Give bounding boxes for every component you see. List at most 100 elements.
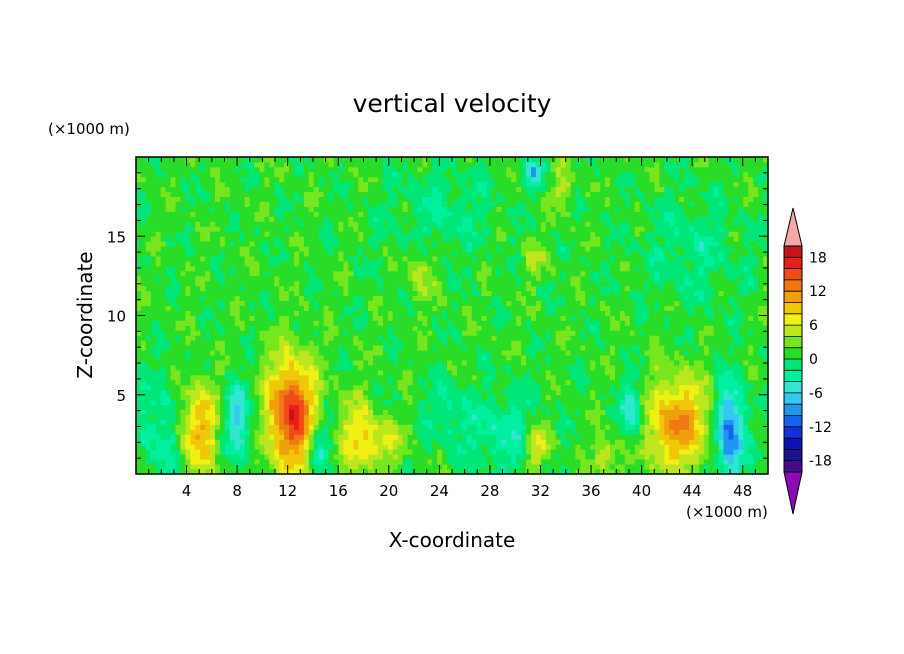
contour-cell xyxy=(442,464,448,470)
contour-cell xyxy=(165,374,171,381)
contour-cell xyxy=(348,464,354,470)
contour-cell xyxy=(743,320,749,326)
contour-cell xyxy=(170,360,176,366)
contour-cell xyxy=(353,459,359,465)
contour-cell xyxy=(412,419,418,425)
contour-cell xyxy=(417,469,423,475)
contour-cell xyxy=(249,429,255,435)
contour-cell xyxy=(195,330,201,336)
contour-cell xyxy=(437,355,443,361)
contour-cell xyxy=(195,464,201,470)
contour-cell xyxy=(471,424,478,430)
contour-cell xyxy=(382,379,389,386)
contour-cell xyxy=(318,424,325,430)
contour-cell xyxy=(200,449,206,455)
contour-cell xyxy=(634,424,641,430)
contour-cell xyxy=(254,414,260,420)
contour-cell xyxy=(471,419,478,425)
contour-cell xyxy=(303,444,310,450)
contour-cell xyxy=(570,330,576,336)
contour-cell xyxy=(466,384,473,391)
contour-cell xyxy=(422,290,428,297)
contour-cell xyxy=(639,340,645,346)
contour-cell xyxy=(249,345,255,351)
contour-cell xyxy=(165,345,171,351)
contour-cell xyxy=(501,384,507,391)
contour-cell xyxy=(669,330,675,336)
contour-cell xyxy=(215,419,221,425)
contour-cell xyxy=(466,394,473,401)
contour-cell xyxy=(140,345,147,351)
contour-cell xyxy=(338,379,344,386)
contour-cell xyxy=(224,325,231,331)
contour-cell xyxy=(447,414,453,420)
contour-cell xyxy=(654,320,660,326)
contour-cell xyxy=(585,335,591,341)
contour-cell xyxy=(555,374,562,381)
contour-cell xyxy=(708,424,715,430)
contour-cell xyxy=(185,365,191,371)
contour-cell xyxy=(506,330,512,336)
contour-cell xyxy=(195,374,201,381)
contour-cell xyxy=(200,350,206,356)
contour-cell xyxy=(595,335,601,341)
contour-cell xyxy=(684,399,690,406)
contour-cell xyxy=(382,399,389,406)
contour-cell xyxy=(175,434,181,440)
contour-cell xyxy=(526,325,532,331)
contour-cell xyxy=(614,469,621,475)
contour-cell xyxy=(353,404,359,411)
contour-cell xyxy=(693,320,700,326)
contour-cell xyxy=(693,360,700,366)
contour-cell xyxy=(185,340,191,346)
contour-cell xyxy=(229,350,236,356)
contour-cell xyxy=(289,469,295,475)
contour-cell xyxy=(496,290,502,297)
contour-cell xyxy=(486,345,492,351)
contour-cell xyxy=(605,315,611,321)
contour-cell xyxy=(294,365,300,371)
contour-cell xyxy=(763,449,769,455)
contour-cell xyxy=(753,439,759,445)
contour-cell xyxy=(614,379,621,386)
contour-cell xyxy=(328,280,334,287)
contour-cell xyxy=(165,369,171,376)
contour-cell xyxy=(654,365,660,371)
contour-cell xyxy=(758,360,764,366)
contour-cell xyxy=(180,310,186,316)
contour-cell xyxy=(580,454,586,460)
contour-cell xyxy=(595,365,601,371)
contour-cell xyxy=(624,419,631,425)
contour-cell xyxy=(664,325,670,331)
contour-cell xyxy=(570,320,576,326)
contour-cell xyxy=(239,429,246,435)
contour-cell xyxy=(303,464,310,470)
contour-cell xyxy=(619,409,626,415)
contour-cell xyxy=(555,295,562,302)
contour-cell xyxy=(649,449,655,455)
contour-cell xyxy=(689,444,695,450)
contour-cell xyxy=(461,300,468,306)
contour-cell xyxy=(560,369,566,376)
contour-cell xyxy=(728,290,734,297)
contour-cell xyxy=(155,310,162,316)
contour-cell xyxy=(239,345,246,351)
contour-cell xyxy=(254,424,260,430)
contour-cell xyxy=(313,469,320,475)
contour-cell xyxy=(343,424,349,430)
contour-cell xyxy=(387,459,394,465)
contour-cell xyxy=(234,305,241,311)
contour-cell xyxy=(748,399,754,406)
contour-cell xyxy=(590,469,596,475)
contour-cell xyxy=(595,285,601,292)
contour-cell xyxy=(540,449,547,455)
contour-cell xyxy=(698,424,705,430)
contour-cell xyxy=(210,320,216,326)
contour-cell xyxy=(605,369,611,376)
contour-cell xyxy=(387,285,394,292)
contour-cell xyxy=(427,399,433,406)
contour-cell xyxy=(229,365,236,371)
contour-cell xyxy=(718,360,724,366)
contour-cell xyxy=(713,290,720,297)
contour-cell xyxy=(738,384,744,391)
